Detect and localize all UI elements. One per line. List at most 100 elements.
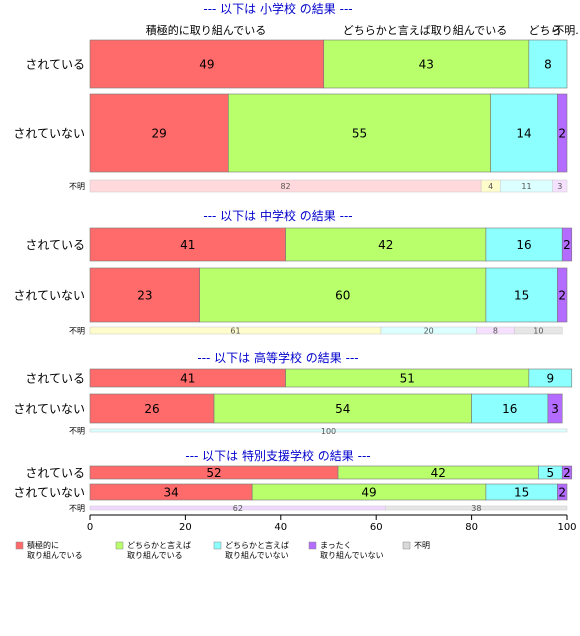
row-label: されていない bbox=[13, 485, 85, 499]
row-label: されている bbox=[25, 466, 85, 480]
data-label: 15 bbox=[514, 288, 529, 302]
bar-segment bbox=[213, 393, 472, 424]
data-label: 54 bbox=[335, 402, 350, 416]
data-label: 9 bbox=[546, 371, 554, 385]
data-label: 41 bbox=[180, 238, 195, 252]
row-label: されていない bbox=[13, 402, 85, 416]
row-label: されていない bbox=[13, 288, 85, 302]
data-label: 14 bbox=[516, 126, 531, 140]
data-label: 49 bbox=[361, 485, 376, 499]
row-label: されている bbox=[25, 57, 85, 71]
data-label: 3 bbox=[557, 182, 562, 191]
bar-segment bbox=[490, 93, 558, 173]
data-label: 11 bbox=[521, 182, 531, 191]
data-label: 42 bbox=[431, 466, 446, 480]
x-tick-label: 80 bbox=[465, 522, 478, 533]
data-label: 8 bbox=[544, 57, 552, 71]
bar-segment bbox=[89, 267, 201, 323]
legend-swatch bbox=[115, 541, 124, 550]
legend-label: 積極的に bbox=[27, 540, 59, 550]
data-label: 3 bbox=[551, 402, 559, 416]
row-label: されていない bbox=[13, 126, 85, 140]
data-label: 60 bbox=[335, 288, 350, 302]
bar-segment bbox=[528, 39, 568, 89]
group-title: --- 以下は 中学校 の結果 --- bbox=[203, 208, 352, 223]
column-header: どちらかと言えば取り組んでいる bbox=[343, 24, 507, 37]
legend-label: 取り組んでいない bbox=[225, 550, 289, 560]
row-label: 不明 bbox=[69, 326, 85, 335]
data-label: 100 bbox=[321, 427, 336, 436]
row-label: されている bbox=[25, 371, 85, 385]
bar-segment bbox=[228, 93, 491, 173]
bar-segment bbox=[557, 483, 568, 501]
legend-label: どちらかと言えば bbox=[127, 540, 191, 550]
data-label: 23 bbox=[137, 288, 152, 302]
bar-segment bbox=[285, 227, 487, 262]
bar-segment bbox=[199, 267, 487, 323]
legend-swatch bbox=[402, 541, 411, 550]
legend-swatch bbox=[213, 541, 222, 550]
data-label: 26 bbox=[144, 402, 159, 416]
data-label: 29 bbox=[152, 126, 167, 140]
x-tick-label: 60 bbox=[370, 522, 383, 533]
bar-segment bbox=[547, 393, 563, 424]
data-label: 8 bbox=[493, 326, 498, 335]
column-header: どちら bbox=[529, 24, 562, 37]
group-title: --- 以下は 高等学校 の結果 --- bbox=[197, 350, 358, 365]
data-label: 38 bbox=[471, 504, 481, 513]
data-label: 4 bbox=[488, 182, 493, 191]
legend-label: どちらかと言えば bbox=[225, 540, 289, 550]
bar-segment bbox=[323, 39, 530, 89]
data-label: 2 bbox=[558, 126, 566, 140]
bar-segment bbox=[385, 505, 568, 511]
column-header: 不明. bbox=[553, 24, 579, 37]
row-label: 不明 bbox=[69, 426, 85, 435]
bar-segment bbox=[561, 465, 573, 480]
bar-segment bbox=[557, 93, 568, 173]
row-label: 不明 bbox=[69, 504, 85, 513]
x-tick-label: 0 bbox=[87, 522, 93, 533]
data-label: 15 bbox=[514, 485, 529, 499]
legend-swatch bbox=[15, 541, 24, 550]
x-tick-label: 20 bbox=[179, 522, 192, 533]
bar-segment bbox=[528, 368, 573, 388]
data-label: 43 bbox=[419, 57, 434, 71]
data-label: 49 bbox=[199, 57, 214, 71]
data-label: 82 bbox=[280, 182, 290, 191]
data-label: 61 bbox=[230, 326, 240, 335]
data-label: 10 bbox=[533, 326, 543, 335]
group-title: --- 以下は 特別支援学校 の結果 --- bbox=[185, 448, 370, 463]
data-label: 16 bbox=[502, 402, 517, 416]
legend-label: まったく bbox=[320, 541, 352, 550]
data-label: 62 bbox=[233, 504, 243, 513]
row-label: 不明 bbox=[69, 182, 85, 191]
data-label: 41 bbox=[180, 371, 195, 385]
x-tick-label: 40 bbox=[274, 522, 287, 533]
data-label: 34 bbox=[163, 485, 178, 499]
row-label: されている bbox=[25, 238, 85, 252]
legend-label: 取り組んでいる bbox=[27, 550, 83, 560]
bar-segment bbox=[552, 179, 568, 193]
data-label: 2 bbox=[558, 485, 566, 499]
column-header: 積極的に取り組んでいる bbox=[146, 23, 266, 37]
data-label: 52 bbox=[206, 466, 221, 480]
bar-segment bbox=[514, 326, 563, 335]
bar-segment bbox=[557, 267, 568, 323]
bar-segment bbox=[89, 428, 568, 433]
data-label: 2 bbox=[563, 238, 571, 252]
legend-label: 取り組んでいない bbox=[320, 550, 384, 560]
bar-segment bbox=[89, 393, 215, 424]
bar-segment bbox=[471, 393, 549, 424]
x-tick-label: 100 bbox=[557, 522, 576, 533]
group-title: --- 以下は 小学校 の結果 --- bbox=[203, 1, 352, 16]
data-label: 2 bbox=[558, 288, 566, 302]
data-label: 51 bbox=[400, 371, 415, 385]
bar-segment bbox=[89, 93, 229, 173]
data-label: 42 bbox=[378, 238, 393, 252]
bar-segment bbox=[561, 227, 573, 262]
data-label: 20 bbox=[424, 326, 434, 335]
legend-swatch bbox=[308, 541, 317, 550]
data-label: 16 bbox=[516, 238, 531, 252]
data-label: 55 bbox=[352, 126, 367, 140]
